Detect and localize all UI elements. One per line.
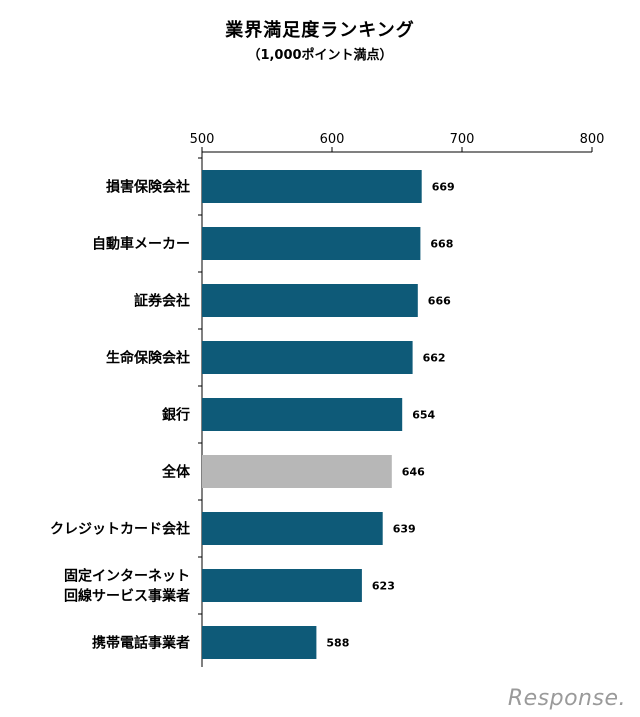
category-label: 回線サービス事業者 bbox=[64, 588, 190, 605]
chart-title: 業界満足度ランキング bbox=[225, 20, 415, 41]
bar bbox=[202, 455, 392, 488]
bar bbox=[202, 626, 317, 659]
bar bbox=[202, 227, 421, 260]
bar bbox=[202, 569, 362, 602]
data-label: 662 bbox=[423, 352, 446, 365]
chart-subtitle: （1,000ポイント満点） bbox=[247, 48, 393, 63]
data-label: 639 bbox=[393, 523, 416, 536]
data-label: 623 bbox=[372, 580, 395, 593]
bar bbox=[202, 284, 418, 317]
data-label: 666 bbox=[428, 295, 451, 308]
category-label: 損害保険会社 bbox=[106, 179, 190, 196]
data-label: 669 bbox=[432, 181, 455, 194]
data-label: 646 bbox=[402, 466, 425, 479]
category-label: 銀行 bbox=[162, 407, 190, 424]
category-label: 生命保険会社 bbox=[106, 350, 190, 367]
category-label: 固定インターネット bbox=[64, 568, 190, 585]
data-label: 654 bbox=[412, 409, 435, 422]
category-label: 自動車メーカー bbox=[92, 236, 190, 253]
bar bbox=[202, 341, 413, 374]
category-label: 全体 bbox=[161, 464, 191, 481]
data-label: 588 bbox=[326, 637, 349, 650]
bar bbox=[202, 398, 403, 431]
category-label: クレジットカード会社 bbox=[50, 521, 190, 538]
x-tick-label: 700 bbox=[450, 132, 475, 147]
data-label: 668 bbox=[430, 238, 453, 251]
category-label: 携帯電話事業者 bbox=[92, 635, 190, 652]
bar bbox=[202, 512, 383, 545]
response-watermark-logo: Response. bbox=[507, 686, 626, 711]
category-label: 証券会社 bbox=[134, 293, 190, 310]
x-tick-label: 800 bbox=[580, 132, 605, 147]
x-tick-label: 500 bbox=[190, 132, 215, 147]
bar bbox=[202, 170, 422, 203]
x-tick-label: 600 bbox=[320, 132, 345, 147]
